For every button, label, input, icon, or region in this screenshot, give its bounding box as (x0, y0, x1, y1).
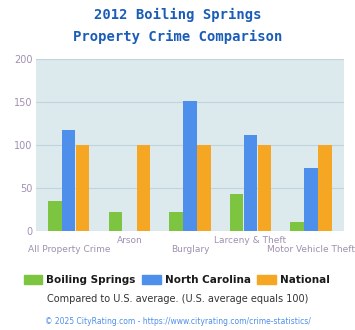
Bar (304, 168, 318, 231)
Text: Arson: Arson (116, 236, 142, 245)
Bar (109, 212, 122, 231)
Text: © 2025 CityRating.com - https://www.cityrating.com/crime-statistics/: © 2025 CityRating.com - https://www.city… (45, 317, 310, 326)
Text: Burglary: Burglary (171, 245, 209, 254)
Bar (230, 194, 243, 231)
Bar (137, 145, 150, 231)
Text: Compared to U.S. average. (U.S. average equals 100): Compared to U.S. average. (U.S. average … (47, 294, 308, 304)
Bar (48, 201, 61, 231)
Text: All Property Crime: All Property Crime (28, 245, 110, 254)
Text: Larceny & Theft: Larceny & Theft (214, 236, 286, 245)
Bar (169, 212, 183, 231)
Text: 2012 Boiling Springs: 2012 Boiling Springs (94, 8, 261, 22)
Text: Property Crime Comparison: Property Crime Comparison (73, 30, 282, 44)
Bar (318, 145, 332, 231)
Bar (76, 145, 89, 231)
Bar (244, 135, 257, 231)
Bar (197, 145, 211, 231)
Bar (183, 101, 197, 231)
Bar (62, 130, 76, 231)
Text: Motor Vehicle Theft: Motor Vehicle Theft (267, 245, 355, 254)
Legend: Boiling Springs, North Carolina, National: Boiling Springs, North Carolina, Nationa… (20, 271, 334, 289)
Bar (290, 222, 304, 231)
Bar (258, 145, 271, 231)
